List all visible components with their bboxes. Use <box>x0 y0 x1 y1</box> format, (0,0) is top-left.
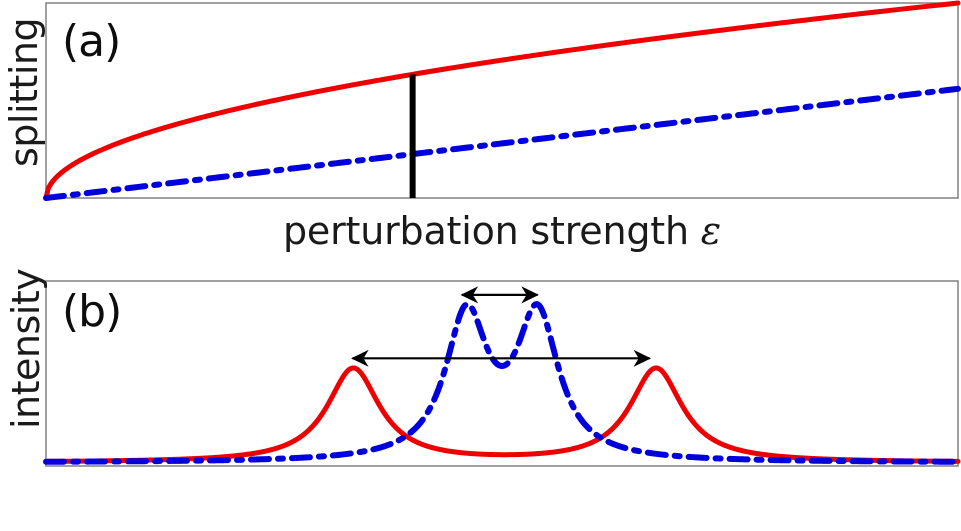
curve-solid <box>43 0 961 201</box>
y-axis-label-splitting: splitting <box>2 17 46 167</box>
x-axis-label-text: perturbation strength <box>283 209 701 253</box>
panel-a-plot <box>43 0 961 201</box>
panel-b-tag: (b) <box>62 286 122 337</box>
x-axis-label-perturbation-strength: perturbation strength ε <box>46 212 958 250</box>
plot-frame <box>45 280 959 467</box>
plot-frame <box>45 2 959 199</box>
panel-a: splitting (a) perturbation strength ε <box>0 0 961 265</box>
curve-dash-dot <box>43 85 961 201</box>
epsilon-symbol: ε <box>700 209 721 253</box>
curve-solid <box>43 365 961 464</box>
panel-b: intensity (b) frequency <box>0 265 961 531</box>
panel-b-plot <box>43 280 961 467</box>
y-axis-label-intensity: intensity <box>4 268 48 429</box>
curve-dash-dot <box>43 301 961 465</box>
panel-a-tag: (a) <box>62 16 121 67</box>
